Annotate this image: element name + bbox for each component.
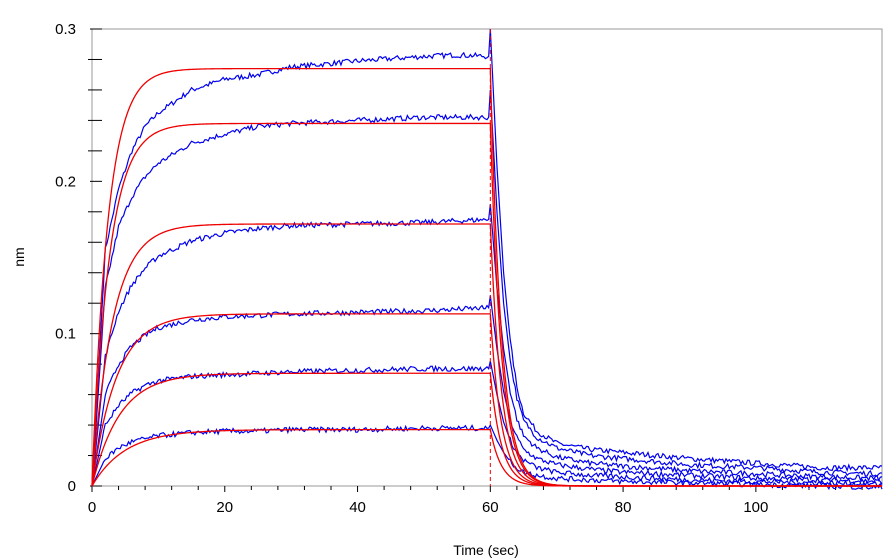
x-tick-label: 20 [216, 499, 233, 516]
measured-trace-3 [91, 204, 883, 487]
x-tick-label: 0 [88, 499, 96, 516]
y-tick-label: 0.1 [55, 326, 76, 343]
measured-trace-2 [91, 89, 883, 487]
measured-trace-1 [91, 28, 883, 487]
y-tick-label: 0 [68, 478, 76, 495]
series-layer [91, 28, 883, 491]
y-tick-labels: 0 0.1 0.2 0.3 [55, 21, 76, 495]
x-tick-label: 40 [349, 499, 366, 516]
x-tick-label: 60 [482, 499, 499, 516]
x-tick-label: 100 [743, 499, 768, 516]
measured-trace-6 [91, 423, 883, 491]
minor-ticks [88, 28, 863, 492]
x-tick-label: 80 [615, 499, 632, 516]
x-axis-title: Time (sec) [453, 542, 519, 558]
y-axis-title: nm [11, 247, 27, 266]
y-tick-label: 0.3 [55, 21, 76, 38]
x-tick-labels: 0 20 40 60 80 100 [88, 499, 769, 516]
y-tick-label: 0.2 [55, 173, 76, 190]
plot-area [91, 28, 883, 487]
fit-curve-6 [91, 428, 882, 487]
